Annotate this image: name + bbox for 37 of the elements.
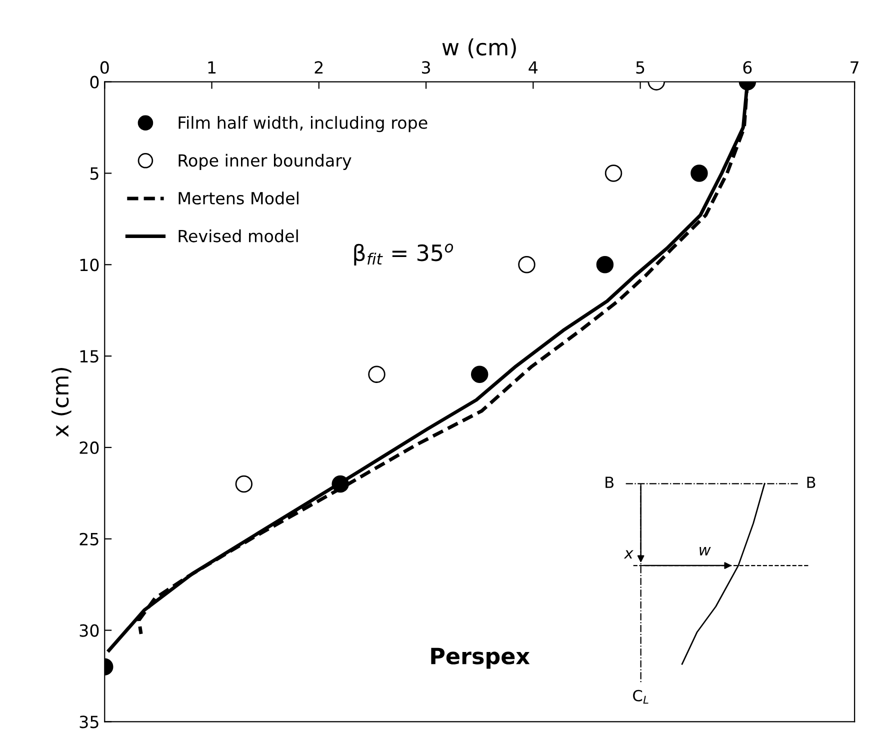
x-tick-label: 5: [636, 61, 644, 74]
x-tick-label: 0: [100, 61, 109, 74]
point: [690, 164, 708, 182]
annotation: B: [807, 476, 816, 488]
y-axis-title: x (cm): [52, 368, 72, 437]
annotation: x: [624, 550, 634, 559]
legend-label: Film half width, including rope: [178, 116, 428, 132]
annotation: B: [606, 476, 614, 488]
legend-label: Revised model: [178, 229, 298, 242]
y-tick-label: 25: [80, 532, 98, 546]
point: [596, 256, 614, 274]
x-tick-label: 3: [422, 61, 430, 74]
point: [518, 256, 536, 274]
x-tick-label: 2: [314, 61, 323, 74]
point: [470, 366, 488, 383]
y-tick-label: 30: [80, 624, 99, 637]
annotation: β$_{fit}$ = 35$^{o}$: [354, 244, 454, 266]
point: [332, 475, 349, 493]
legend-label: Mertens Model: [178, 192, 298, 205]
x-tick-label: 7: [850, 61, 858, 74]
y-tick-label: 20: [80, 441, 99, 454]
x-tick-label: 6: [743, 61, 752, 74]
x-tick-label: 4: [528, 61, 538, 74]
y-tick-label: 10: [80, 258, 99, 272]
y-tick-label: 15: [80, 350, 98, 363]
point: [604, 164, 622, 182]
x-axis-title: w (cm): [442, 38, 516, 58]
legend-label: Rope inner boundary: [178, 154, 352, 170]
point: [368, 366, 386, 383]
y-tick-label: 5: [90, 167, 98, 180]
point: [235, 475, 253, 493]
y-tick-label: 35: [80, 716, 98, 728]
y-tick-label: 0: [90, 76, 99, 88]
annotation: w: [700, 546, 711, 556]
x-tick-label: 1: [208, 61, 216, 74]
annotation: C$_{L}$: [633, 690, 648, 704]
annotation: Perspex: [431, 648, 530, 669]
